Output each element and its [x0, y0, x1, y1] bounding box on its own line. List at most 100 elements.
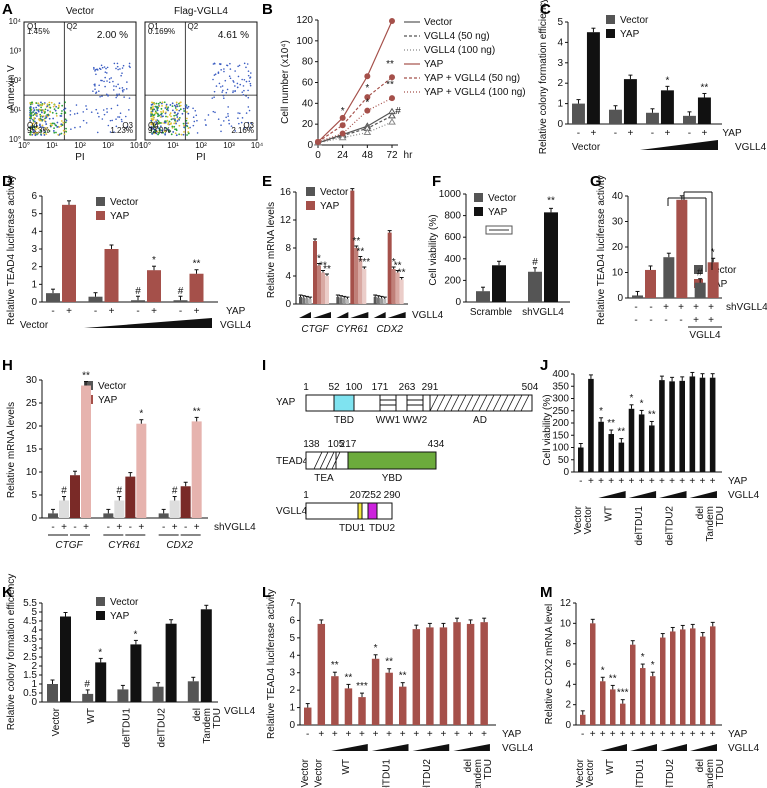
a-event-dot — [31, 127, 34, 130]
a-event-dot — [115, 125, 118, 128]
i-yap-position: 291 — [422, 382, 439, 393]
a-event-dot — [96, 112, 99, 115]
m-vgll4-row-label: VGLL4 — [728, 743, 760, 754]
a-event-dot — [155, 120, 158, 123]
b-series-point — [339, 130, 346, 137]
i-vgll4-position: 252 — [365, 490, 382, 501]
b-series-line — [317, 121, 393, 144]
a-event-dot — [116, 62, 119, 65]
a-event-dot — [164, 126, 166, 129]
a-event-dot — [229, 62, 231, 65]
panel-letter-E: E — [262, 173, 272, 190]
a-event-dot — [38, 124, 41, 127]
a-event-dot — [51, 122, 54, 125]
b-series-point — [364, 107, 371, 114]
a-event-dot — [49, 111, 52, 113]
h-y-tick-label: 20 — [26, 421, 38, 432]
a-event-dot — [185, 119, 188, 122]
e-significance: ** — [356, 247, 364, 258]
a-event-dot — [249, 82, 252, 85]
a-quadrant-label: Q3 — [243, 121, 254, 130]
panel-letter-D: D — [2, 173, 13, 190]
g-sign-row2: - — [649, 315, 652, 326]
e-significance: *** — [358, 257, 370, 268]
a-event-dot — [51, 111, 54, 114]
l-category-label: Tandem — [473, 759, 484, 788]
m-bar — [680, 629, 686, 725]
j-yap-sign: + — [700, 476, 706, 487]
a-event-dot — [157, 122, 160, 125]
a-event-dot — [101, 118, 104, 120]
a-quadrant-value: 93.0% — [148, 126, 171, 135]
a-event-dot — [152, 123, 155, 126]
a-y-tick-label: 10² — [9, 76, 21, 85]
a-event-dot — [90, 111, 93, 113]
h-sign: + — [172, 522, 178, 533]
c-y-tick-label: 5 — [557, 17, 563, 28]
a-event-dot — [35, 102, 38, 105]
a-event-dot — [122, 90, 124, 93]
a-event-dot — [157, 127, 160, 130]
b-series-point — [339, 114, 346, 121]
a-event-dot — [100, 64, 103, 67]
k-y-tick-label: 5.5 — [23, 598, 37, 609]
a-event-dot — [160, 107, 163, 110]
g-bar-vector — [663, 257, 675, 298]
a-event-dot — [248, 80, 251, 83]
b-series-point — [388, 118, 396, 125]
a-event-dot — [157, 120, 160, 122]
b-legend-label: YAP — [424, 59, 444, 70]
h-significance: # — [117, 486, 123, 497]
k-bar-vector — [152, 686, 164, 702]
a-event-dot — [171, 105, 174, 108]
j-y-tick-label: 0 — [563, 467, 569, 478]
a-event-dot — [85, 105, 87, 107]
a-event-dot — [31, 133, 34, 136]
l-significance: * — [374, 643, 378, 654]
a-event-dot — [109, 131, 112, 133]
j-bar — [659, 380, 665, 472]
a-event-dot — [168, 120, 171, 123]
a-event-dot — [184, 104, 187, 107]
f-y-tick-label: 600 — [444, 232, 461, 243]
a-event-dot — [107, 95, 109, 97]
a-event-dot — [37, 109, 40, 112]
a-event-dot — [186, 134, 188, 136]
d-sign: - — [136, 306, 139, 317]
m-vgll4-wedge — [630, 744, 657, 751]
m-yap-sign: + — [680, 729, 686, 740]
m-bar — [650, 676, 656, 725]
a-event-dot — [236, 82, 239, 85]
m-category-label: Vector — [585, 758, 596, 787]
a-event-dot — [185, 122, 188, 125]
a-event-dot — [53, 127, 55, 129]
panel-letter-H: H — [2, 357, 13, 374]
i-yap-domain-label: TBD — [334, 415, 354, 426]
a-event-dot — [94, 88, 96, 91]
m-bar — [700, 636, 706, 725]
a-event-dot — [41, 116, 44, 118]
a-event-dot — [39, 113, 42, 116]
d-bar-yap — [189, 273, 204, 302]
i-ww2-domain — [406, 394, 424, 412]
k-bar-vector — [187, 681, 199, 702]
a-event-dot — [233, 81, 235, 83]
a-event-dot — [36, 133, 38, 136]
e-wedge-vector — [299, 312, 311, 318]
f-blot-band — [489, 229, 509, 231]
a-event-dot — [69, 113, 72, 116]
j-vgll4-wedge — [598, 491, 626, 498]
a-event-dot — [115, 96, 117, 99]
a-event-dot — [169, 104, 172, 106]
e-bar-yap — [317, 265, 321, 304]
d-y-tick-label: 3 — [31, 244, 37, 255]
a-x-axis-label: PI — [196, 152, 205, 163]
h-bar-yap — [136, 423, 147, 518]
a-event-dot — [60, 125, 63, 127]
a-event-dot — [40, 111, 43, 114]
l-y-tick-label: 1 — [289, 703, 295, 714]
g-y-tick-label: 0 — [617, 293, 623, 304]
d-legend-swatch — [96, 211, 105, 220]
a-event-dot — [192, 116, 195, 119]
